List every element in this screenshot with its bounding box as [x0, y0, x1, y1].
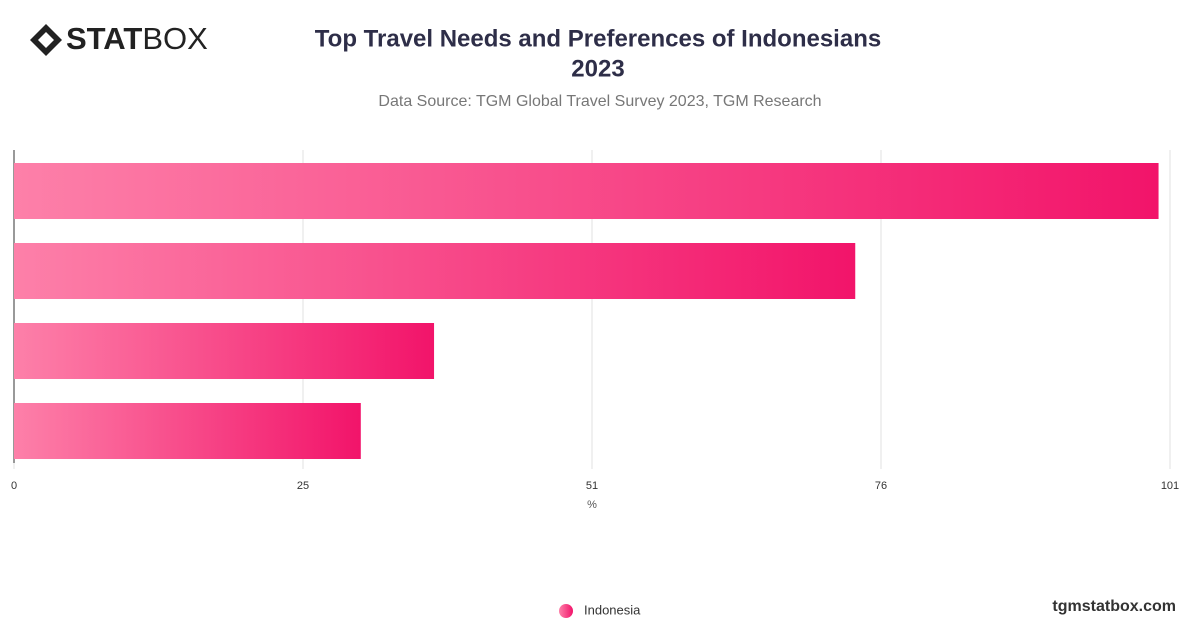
bar [14, 403, 361, 459]
logo-light: BOX [142, 21, 208, 56]
plot: 0 25 51 76 101% Indonesia [11, 150, 1179, 618]
chart-title: Top Travel Needs and Preferences of Indo… [315, 25, 881, 52]
chart-subtitle: Data Source: TGM Global Travel Survey 20… [378, 93, 821, 110]
legend-label: Indonesia [584, 602, 641, 617]
bar [14, 243, 856, 299]
logo-bold: STAT [66, 21, 142, 56]
x-axis-label: % [587, 499, 597, 511]
logo-icon [30, 24, 62, 56]
bar [14, 323, 435, 379]
x-tick-label: 0 [11, 480, 17, 492]
x-tick-label: 76 [875, 480, 887, 492]
bar [14, 163, 1159, 219]
legend-marker [559, 604, 573, 618]
footer: tgmstatbox.com [1052, 598, 1176, 615]
logo-text: STATBOX [66, 21, 208, 56]
x-tick-label: 25 [297, 480, 309, 492]
x-tick-label: 101 [1161, 480, 1179, 492]
x-tick-label: 51 [586, 480, 598, 492]
chart-title-year: 2023 [571, 55, 624, 82]
logo: STATBOX [30, 21, 208, 56]
